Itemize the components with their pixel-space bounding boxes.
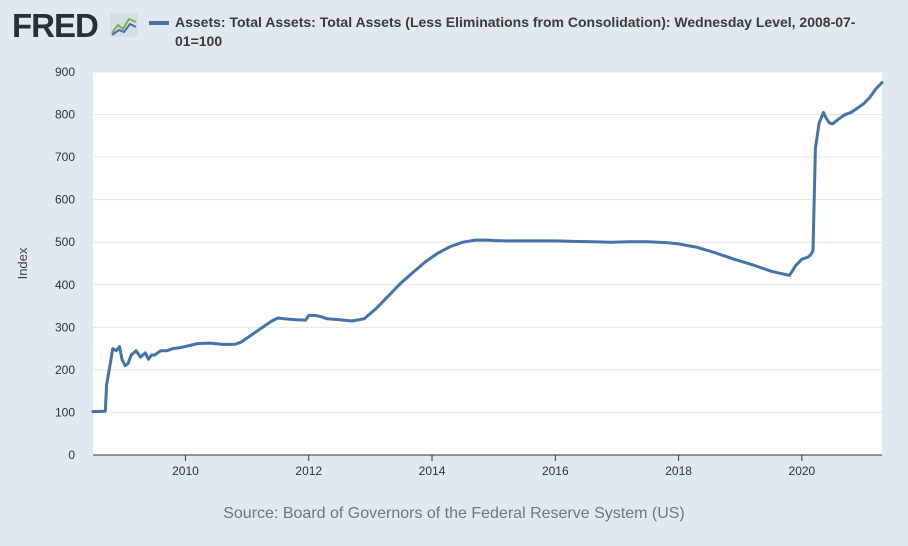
x-tick-label: 2018 <box>665 464 692 478</box>
line-chart-icon <box>110 13 138 37</box>
chart-header: FRED Assets: Total Assets: Total Assets … <box>0 0 908 66</box>
x-tick-label: 2014 <box>419 464 446 478</box>
series-group <box>91 81 884 414</box>
x-tick-label: 2012 <box>295 464 322 478</box>
gridlines <box>93 71 882 456</box>
x-tick-label: 2020 <box>789 464 816 478</box>
x-axis: 2010 2012 2014 2016 2018 2020 <box>172 455 816 478</box>
y-tick-label: 600 <box>55 193 75 207</box>
plot-area <box>93 72 882 455</box>
y-tick-label: 100 <box>55 405 75 419</box>
legend-swatch <box>149 21 169 25</box>
y-tick-label: 500 <box>55 235 75 249</box>
x-tick-label: 2016 <box>542 464 569 478</box>
y-tick-label: 200 <box>55 363 75 377</box>
y-tick-label: 300 <box>55 320 75 334</box>
y-tick-label: 0 <box>68 448 75 462</box>
source-note: Source: Board of Governors of the Federa… <box>223 505 685 522</box>
y-axis: 0 100 200 300 400 500 600 700 800 900 <box>55 65 75 462</box>
y-tick-label: 400 <box>55 278 75 292</box>
x-tick-label: 2010 <box>172 464 199 478</box>
y-tick-label: 900 <box>55 65 75 79</box>
y-axis-label: Index <box>15 247 30 279</box>
y-tick-label: 700 <box>55 150 75 164</box>
series-line <box>91 81 884 414</box>
y-tick-label: 800 <box>55 108 75 122</box>
fred-logo[interactable]: FRED <box>12 7 99 44</box>
legend-series-title: Assets: Total Assets: Total Assets (Less… <box>175 14 856 49</box>
